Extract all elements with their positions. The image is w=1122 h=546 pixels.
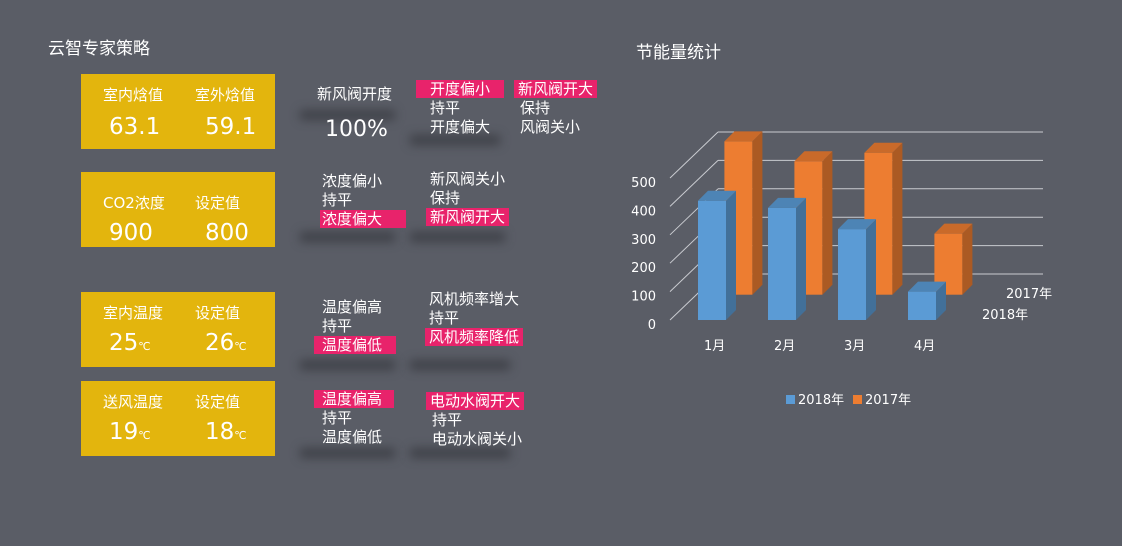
row1-action-active: 新风阀开大 [514, 80, 598, 98]
row4-condition-item: 温度偏低 [322, 428, 383, 446]
row1-condition-active: 开度偏小 [416, 80, 505, 98]
row3-action-list: 风机频率增大 持平 风机频率降低 [425, 290, 524, 347]
row3-action-item: 风机频率增大 [429, 290, 520, 308]
bar-2018 [698, 200, 726, 320]
bar-2018 [768, 207, 796, 320]
co2-value: 900 [109, 220, 153, 246]
row2-action-active: 新风阀开大 [426, 208, 510, 226]
row3-condition-active: 温度偏低 [314, 336, 397, 354]
row3-condition-item: 持平 [322, 317, 353, 335]
supply-temp-label: 送风温度 [103, 393, 164, 411]
bar-2017-side [822, 151, 833, 295]
row1-action-item: 风阀关小 [520, 118, 581, 136]
bar-2018 [838, 229, 866, 320]
row3-condition-item: 温度偏高 [322, 298, 383, 316]
enthalpy-card: 室内焓值 室外焓值 63.1 59.1 [81, 74, 275, 149]
row2-action-list: 新风阀关小 保持 新风阀开大 [426, 170, 510, 227]
bar-2018-side [796, 197, 806, 320]
bar-2017-side [962, 223, 973, 295]
bar-2018-top [908, 281, 946, 292]
x-tick-label: 2月 [774, 339, 795, 354]
gridline-side [669, 131, 719, 179]
indoor-temp-label: 室内温度 [103, 304, 164, 322]
bar-2018 [908, 291, 936, 320]
legend-swatch-2018 [786, 395, 795, 404]
supply-temp-value: 19℃ [109, 419, 151, 445]
bar-2018-side [726, 190, 736, 320]
co2-setpoint-value: 800 [205, 220, 249, 246]
x-tick-label: 1月 [704, 339, 725, 354]
row3-action-active: 风机频率降低 [425, 328, 524, 346]
bar-2017-side [892, 142, 903, 295]
co2-setpoint-label: 设定值 [195, 194, 241, 212]
row1-condition-item: 持平 [430, 99, 461, 117]
row3-condition-list: 温度偏高 持平 温度偏低 [314, 298, 397, 355]
row2-action-item: 新风阀关小 [430, 170, 506, 188]
row4-condition-active: 温度偏高 [314, 390, 395, 408]
indoor-temp-setpoint-label: 设定值 [195, 304, 241, 322]
bar-2017-top [934, 223, 973, 234]
row2-action-item: 保持 [430, 189, 461, 207]
depth-label-2018: 2018年 [982, 308, 1028, 323]
bar-2017-top [724, 131, 763, 142]
y-tick-label: 0 [648, 318, 656, 333]
row4-condition-list: 温度偏高 持平 温度偏低 [314, 390, 395, 447]
bar-2017-side [752, 131, 763, 295]
bar-2018-top [838, 219, 876, 230]
legend-label-2017: 2017年 [865, 393, 911, 408]
row1-action-list: 新风阀开大 保持 风阀关小 [514, 80, 598, 137]
indoor-temp-setpoint-value: 26℃ [205, 330, 247, 356]
co2-label: CO2浓度 [103, 194, 165, 212]
bar-2018-top [698, 190, 736, 201]
row2-condition-active: 浓度偏大 [320, 210, 407, 228]
y-tick-label: 300 [631, 233, 656, 248]
row4-action-active: 电动水阀开大 [426, 392, 525, 410]
supply-temp-card: 送风温度 设定值 19℃ 18℃ [81, 381, 275, 456]
y-tick-label: 500 [631, 176, 656, 191]
bar-2018-side [866, 219, 876, 320]
row4-action-list: 电动水阀开大 持平 电动水阀关小 [426, 392, 525, 449]
outdoor-enthalpy-value: 59.1 [205, 114, 257, 140]
y-tick-label: 100 [631, 290, 656, 305]
indoor-enthalpy-label: 室内焓值 [103, 86, 164, 104]
y-tick-label: 200 [631, 261, 656, 276]
outdoor-enthalpy-label: 室外焓值 [195, 86, 256, 104]
row1-condition-list: 开度偏小 持平 开度偏大 [416, 80, 505, 137]
row2-condition-item: 持平 [322, 191, 353, 209]
supply-temp-setpoint-label: 设定值 [195, 393, 241, 411]
indoor-temp-value: 25℃ [109, 330, 151, 356]
bar-2017-top [794, 151, 833, 162]
supply-temp-setpoint-value: 18℃ [205, 419, 247, 445]
bar-2017-top [864, 142, 903, 153]
y-tick-label: 400 [631, 204, 656, 219]
indoor-enthalpy-value: 63.1 [109, 114, 161, 140]
fresh-air-valve-value: 100% [325, 117, 388, 142]
bar-2018-side [936, 281, 946, 320]
row4-action-item: 持平 [432, 411, 463, 429]
legend-label-2018: 2018年 [798, 393, 844, 408]
row1-condition-item: 开度偏大 [430, 118, 491, 136]
row1-action-item: 保持 [520, 99, 551, 117]
co2-card: CO2浓度 设定值 900 800 [81, 172, 275, 247]
row3-action-item: 持平 [429, 309, 460, 327]
bar-2018-top [768, 197, 806, 208]
chart-title: 节能量统计 [636, 43, 721, 63]
row4-action-item: 电动水阀关小 [432, 430, 523, 448]
x-tick-label: 3月 [844, 339, 865, 354]
indoor-temp-card: 室内温度 设定值 25℃ 26℃ [81, 292, 275, 367]
x-tick-label: 4月 [914, 339, 935, 354]
gridline-side [669, 160, 719, 207]
legend-swatch-2017 [853, 395, 862, 404]
fresh-air-valve-label: 新风阀开度 [317, 85, 393, 103]
row2-condition-list: 浓度偏小 持平 浓度偏大 [320, 172, 407, 229]
row4-condition-item: 持平 [322, 409, 353, 427]
strategy-title: 云智专家策略 [48, 39, 150, 59]
depth-label-2017: 2017年 [1006, 287, 1052, 302]
row2-condition-item: 浓度偏小 [322, 172, 383, 190]
